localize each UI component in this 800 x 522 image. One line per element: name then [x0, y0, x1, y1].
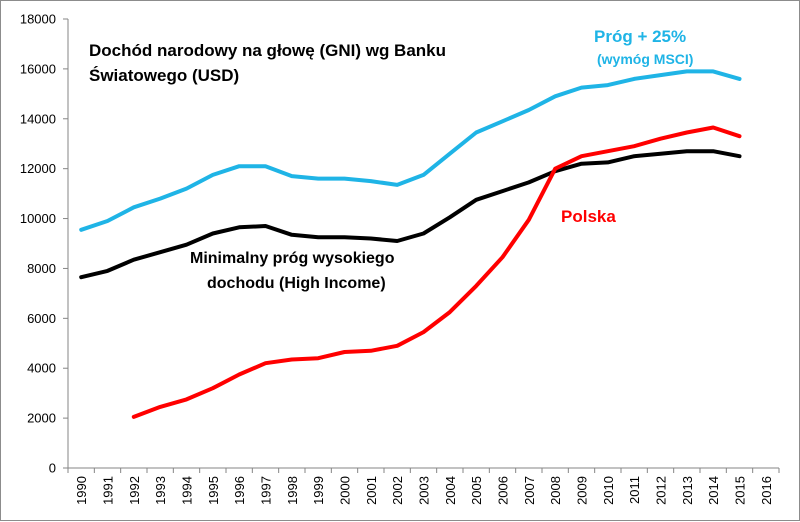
series-label-msci-line-1: Próg + 25% — [594, 27, 686, 46]
x-tick-label: 2000 — [338, 476, 353, 505]
series-line-polska — [131, 125, 742, 419]
series-label-high-income-line-1: Minimalny próg wysokiego — [190, 250, 395, 267]
x-tick-label: 2010 — [601, 476, 616, 505]
chart-title-line-2: Światowego (USD) — [89, 66, 239, 85]
y-tick-label: 12000 — [20, 161, 56, 176]
x-tick-label: 2014 — [706, 476, 721, 505]
series-line-high-income — [79, 149, 742, 280]
x-tick-label: 1998 — [285, 476, 300, 505]
y-tick-label: 14000 — [20, 111, 56, 126]
x-tick-label: 2016 — [759, 476, 774, 505]
series-label-high-income-line-2: dochodu (High Income) — [207, 275, 386, 292]
x-tick-label: 2008 — [548, 476, 563, 505]
series-label-polska: Polska — [561, 207, 616, 226]
series-layer — [79, 69, 742, 419]
x-tick-label: 2007 — [522, 476, 537, 505]
x-tick-label: 1996 — [232, 476, 247, 505]
y-tick-label: 18000 — [20, 12, 56, 27]
y-tick-label: 16000 — [20, 61, 56, 76]
x-tick-label: 1997 — [259, 476, 274, 505]
y-tick-label: 0 — [49, 461, 56, 476]
y-tick-label: 4000 — [27, 361, 56, 376]
x-tick-label: 1990 — [74, 476, 89, 505]
series-line-msci — [79, 69, 742, 232]
x-tick-label: 1994 — [180, 476, 195, 505]
y-tick-label: 10000 — [20, 211, 56, 226]
x-tick-label: 1999 — [311, 476, 326, 505]
series-label-msci-line-2: (wymóg MSCI) — [597, 51, 693, 67]
x-tick-label: 2009 — [575, 476, 590, 505]
x-tick-label: 2001 — [364, 476, 379, 505]
x-tick-label: 2015 — [733, 476, 748, 505]
x-tick-label: 2013 — [680, 476, 695, 505]
y-tick-label: 8000 — [27, 261, 56, 276]
x-tick-label: 2004 — [443, 476, 458, 505]
axes: 0 2000 4000 6000 8000 10000 12000 14000 16000 180… — [20, 12, 780, 505]
x-tick-label: 1995 — [206, 476, 221, 505]
chart-title-line-1: Dochód narodowy na głowę (GNI) wg Banku — [89, 41, 446, 60]
x-tick-label: 2012 — [654, 476, 669, 505]
x-tick-label: 2005 — [469, 476, 484, 505]
y-tick-label: 6000 — [27, 311, 56, 326]
y-tick-label: 2000 — [27, 411, 56, 426]
x-tick-label: 1991 — [101, 476, 116, 505]
x-tick-label: 2006 — [496, 476, 511, 505]
labels-layer: Dochód narodowy na głowę (GNI) wg Banku … — [89, 27, 693, 292]
x-tick-label: 1992 — [127, 476, 142, 505]
x-tick-label: 2003 — [417, 476, 432, 505]
x-tick-label: 2002 — [390, 476, 405, 505]
x-tick-label: 2011 — [627, 476, 642, 504]
x-tick-label: 1993 — [153, 476, 168, 505]
